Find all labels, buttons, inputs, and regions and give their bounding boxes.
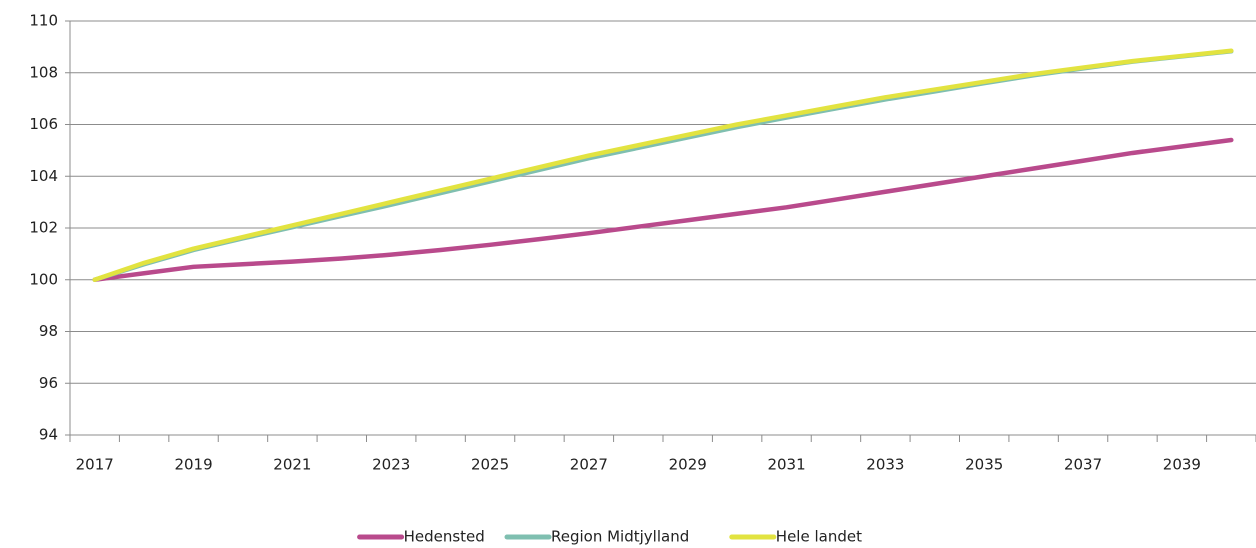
x-tick-label: 2025 <box>471 456 509 474</box>
y-tick-label: 94 <box>39 426 58 444</box>
x-tick-label: 2017 <box>76 456 114 474</box>
x-tick-label: 2035 <box>965 456 1003 474</box>
x-tick-label: 2027 <box>570 456 608 474</box>
y-tick-label: 96 <box>39 374 58 392</box>
y-tick-label: 108 <box>29 63 58 81</box>
y-tick-label: 98 <box>39 322 58 340</box>
y-tick-label: 110 <box>29 12 58 30</box>
legend-label: Hedensted <box>404 528 485 546</box>
legend-label: Region Midtjylland <box>551 528 689 546</box>
x-tick-label: 2033 <box>866 456 904 474</box>
x-tick-label: 2031 <box>767 456 805 474</box>
x-tick-label: 2029 <box>669 456 707 474</box>
legend-label: Hele landet <box>776 528 862 546</box>
x-tick-label: 2021 <box>273 456 311 474</box>
x-tick-label: 2019 <box>174 456 212 474</box>
x-tick-label: 2039 <box>1163 456 1201 474</box>
y-tick-label: 104 <box>29 167 58 185</box>
y-tick-label: 102 <box>29 219 58 237</box>
y-tick-label: 106 <box>29 115 58 133</box>
x-tick-label: 2023 <box>372 456 410 474</box>
y-tick-label: 100 <box>29 270 58 288</box>
series-line <box>92 137 1234 282</box>
x-tick-label: 2037 <box>1064 456 1102 474</box>
series-line <box>92 48 1234 282</box>
